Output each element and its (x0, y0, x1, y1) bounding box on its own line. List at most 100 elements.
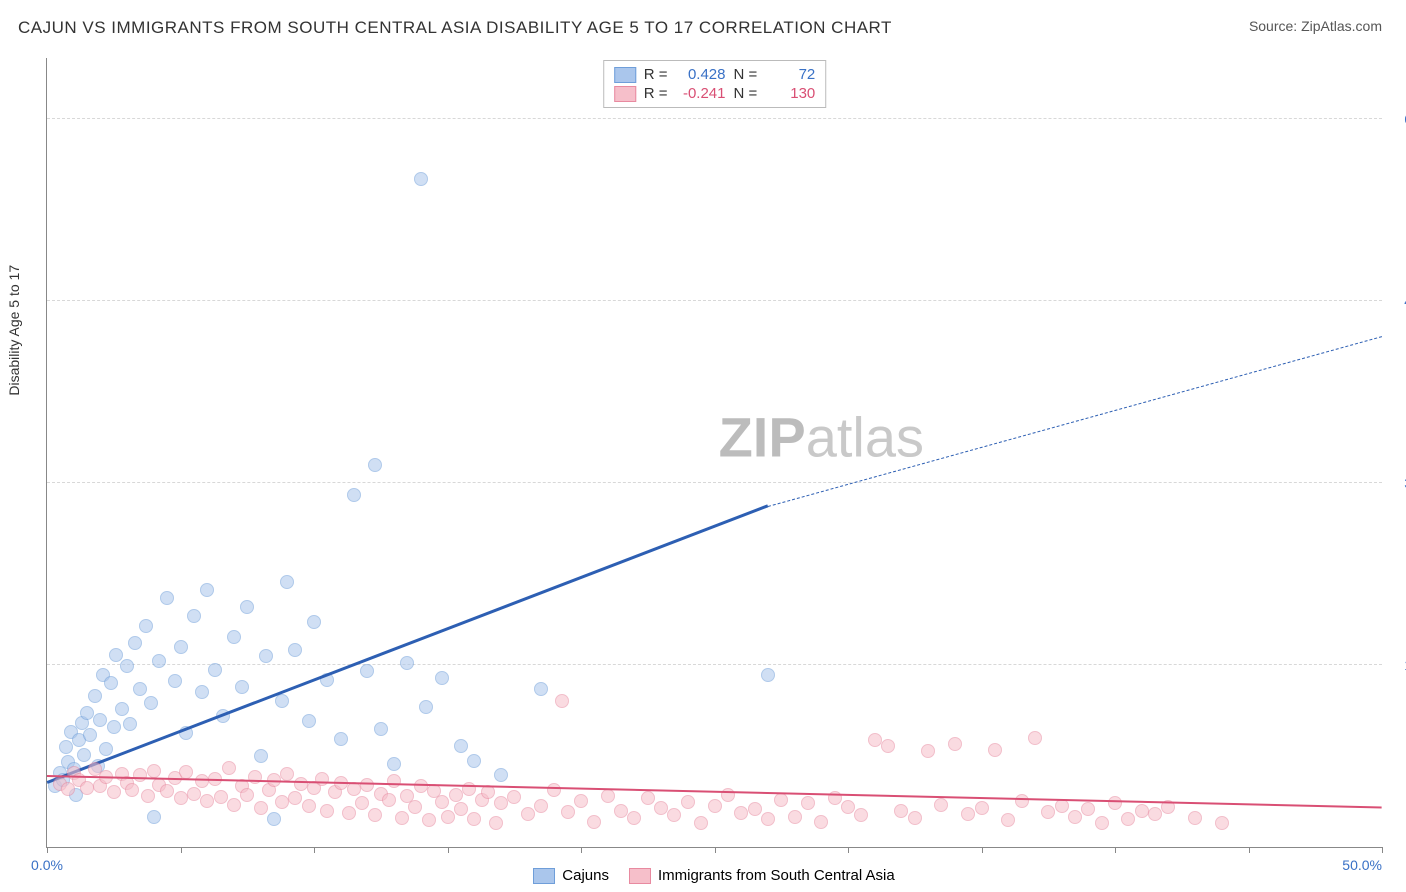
data-point (1121, 812, 1135, 826)
data-point (1188, 811, 1202, 825)
data-point (88, 689, 102, 703)
data-point (80, 706, 94, 720)
data-point (801, 796, 815, 810)
data-point (168, 674, 182, 688)
data-point (921, 744, 935, 758)
data-point (152, 654, 166, 668)
data-point (125, 783, 139, 797)
data-point (627, 811, 641, 825)
data-point (654, 801, 668, 815)
data-point (894, 804, 908, 818)
legend-swatch-bottom-series1 (533, 868, 555, 884)
data-point (139, 619, 153, 633)
data-point (320, 804, 334, 818)
data-point (334, 732, 348, 746)
data-point (454, 802, 468, 816)
data-point (788, 810, 802, 824)
data-point (708, 799, 722, 813)
data-point (408, 800, 422, 814)
data-point (854, 808, 868, 822)
data-point (259, 649, 273, 663)
data-point (315, 772, 329, 786)
data-point (144, 696, 158, 710)
x-tick (314, 847, 315, 853)
data-point (1081, 802, 1095, 816)
r-value-series1: 0.428 (674, 66, 726, 83)
data-point (988, 743, 1002, 757)
data-point (449, 788, 463, 802)
data-point (961, 807, 975, 821)
data-point (948, 737, 962, 751)
bottom-legend: Cajuns Immigrants from South Central Asi… (46, 867, 1382, 884)
legend-swatch-bottom-series2 (629, 868, 651, 884)
data-point (694, 816, 708, 830)
data-point (761, 812, 775, 826)
data-point (547, 783, 561, 797)
data-point (240, 788, 254, 802)
data-point (494, 796, 508, 810)
data-point (774, 793, 788, 807)
legend-swatch-series2 (614, 86, 636, 102)
data-point (288, 643, 302, 657)
data-point (561, 805, 575, 819)
data-point (133, 682, 147, 696)
data-point (681, 795, 695, 809)
data-point (179, 765, 193, 779)
data-point (160, 591, 174, 605)
legend-swatch-series1 (614, 67, 636, 83)
data-point (587, 815, 601, 829)
data-point (133, 768, 147, 782)
data-point (147, 764, 161, 778)
data-point (400, 656, 414, 670)
data-point (387, 774, 401, 788)
data-point (734, 806, 748, 820)
data-point (555, 694, 569, 708)
x-tick (448, 847, 449, 853)
data-point (908, 811, 922, 825)
data-point (107, 785, 121, 799)
data-point (208, 663, 222, 677)
data-point (222, 761, 236, 775)
data-point (104, 676, 118, 690)
data-point (441, 810, 455, 824)
legend-item-series1: Cajuns (533, 867, 609, 884)
legend-item-series2: Immigrants from South Central Asia (629, 867, 895, 884)
data-point (288, 791, 302, 805)
data-point (521, 807, 535, 821)
data-point (174, 791, 188, 805)
data-point (275, 694, 289, 708)
data-point (280, 575, 294, 589)
data-point (99, 742, 113, 756)
data-point (721, 788, 735, 802)
data-point (761, 668, 775, 682)
data-point (868, 733, 882, 747)
data-point (435, 795, 449, 809)
data-point (147, 810, 161, 824)
data-point (240, 600, 254, 614)
data-point (360, 778, 374, 792)
data-point (368, 808, 382, 822)
data-point (302, 714, 316, 728)
data-point (614, 804, 628, 818)
data-point (1135, 804, 1149, 818)
data-point (107, 720, 121, 734)
data-point (414, 779, 428, 793)
data-point (174, 640, 188, 654)
x-tick (181, 847, 182, 853)
data-point (128, 636, 142, 650)
data-point (1041, 805, 1055, 819)
data-point (200, 583, 214, 597)
x-tick (581, 847, 582, 853)
data-point (360, 664, 374, 678)
source-attribution: Source: ZipAtlas.com (1249, 18, 1382, 34)
data-point (59, 740, 73, 754)
data-point (422, 813, 436, 827)
data-point (574, 794, 588, 808)
x-tick (982, 847, 983, 853)
data-point (80, 781, 94, 795)
chart-container: Disability Age 5 to 17 ZIPatlas R = 0.42… (46, 58, 1382, 848)
data-point (254, 801, 268, 815)
data-point (534, 799, 548, 813)
data-point (195, 774, 209, 788)
data-point (342, 806, 356, 820)
